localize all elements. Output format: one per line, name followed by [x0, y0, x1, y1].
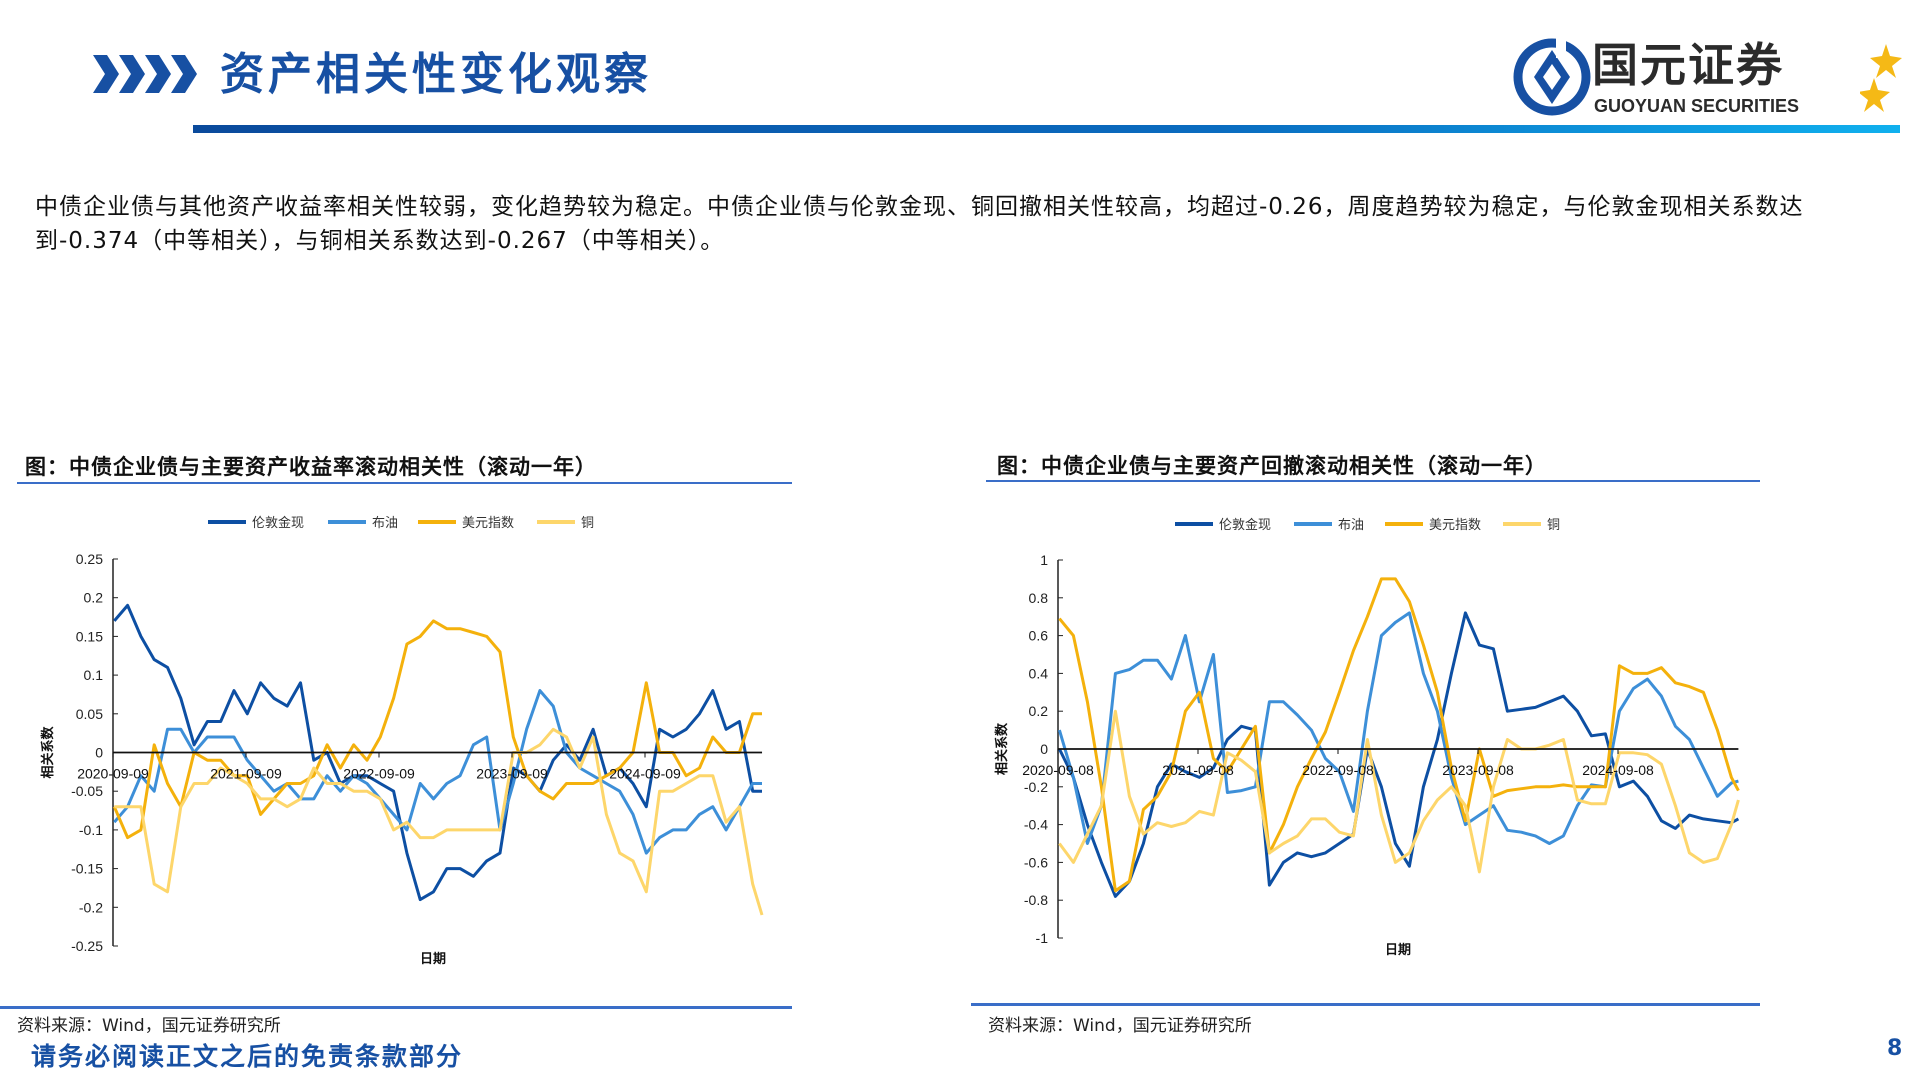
summary-paragraph: 中债企业债与其他资产收益率相关性较弱，变化趋势较为稳定。中债企业债与伦敦金现、铜… — [35, 194, 1804, 254]
legend-label: 美元指数 — [462, 515, 514, 530]
section-arrows-icon — [93, 55, 197, 93]
logo-chinese-name: 国元证券 — [1592, 38, 1784, 92]
logo-star-icon — [1860, 44, 1902, 112]
header-gradient-bar — [193, 125, 1900, 133]
x-tick-label: 2023-09-08 — [1442, 762, 1514, 778]
x-tick-label: 2022-09-09 — [343, 766, 415, 782]
y-tick-label: 0.1 — [84, 667, 104, 683]
disclaimer-text: 请务必阅读正文之后的免责条款部分 — [31, 1042, 464, 1071]
y-tick-label: -0.1 — [79, 822, 103, 838]
legend-label: 伦敦金现 — [1219, 517, 1271, 532]
legend-label: 布油 — [372, 515, 398, 530]
x-tick-label: 2020-09-09 — [77, 766, 149, 782]
y-tick-label: -0.15 — [71, 861, 103, 877]
x-tick-label: 2024-09-09 — [609, 766, 681, 782]
y-tick-label: 0.4 — [1029, 665, 1049, 681]
y-tick-label: 1 — [1040, 552, 1048, 568]
y-tick-label: -0.2 — [79, 899, 103, 915]
series-line-美元指数 — [112, 619, 762, 840]
chart-bottom-rule — [971, 1003, 1760, 1006]
y-tick-label: -1 — [1036, 930, 1049, 946]
chart-title-underline — [17, 482, 792, 484]
x-tick-label: 2022-09-08 — [1302, 762, 1374, 778]
legend-label: 铜 — [581, 515, 594, 530]
series-line-美元指数 — [1058, 577, 1740, 893]
y-tick-label: 0.15 — [76, 628, 103, 644]
x-tick-label: 2023-09-09 — [476, 766, 548, 782]
y-tick-label: -0.05 — [71, 783, 103, 799]
x-tick-label: 2024-09-08 — [1582, 762, 1654, 778]
y-tick-label: -0.25 — [71, 938, 103, 954]
source-note: 资料来源：Wind，国元证券研究所 — [988, 1016, 1252, 1036]
chart-title-underline — [986, 480, 1760, 482]
y-tick-label: 0.25 — [76, 551, 103, 567]
y-tick-label: 0.05 — [76, 706, 103, 722]
y-tick-label: 0.2 — [1029, 703, 1049, 719]
source-note: 资料来源：Wind，国元证券研究所 — [17, 1016, 281, 1036]
page-number: 8 — [1887, 1036, 1903, 1061]
returns-correlation-chart: 伦敦金现 布油 美元指数 铜 0.25 0.2 0.15 0.1 0.05 0 -0.05 -0.1 -… — [40, 515, 764, 966]
y-tick-label: 0.8 — [1029, 590, 1049, 606]
legend-label: 伦敦金现 — [252, 515, 304, 530]
legend-label: 美元指数 — [1429, 517, 1481, 532]
y-tick-label: -0.2 — [1024, 779, 1048, 795]
logo-english-name: GUOYUAN SECURITIES — [1594, 96, 1800, 116]
x-tick-label: 2021-09-08 — [1162, 762, 1234, 778]
series-line-布油 — [113, 689, 762, 855]
y-axis-label: 相关系数 — [994, 722, 1009, 775]
page-title: 资产相关性变化观察 — [220, 49, 652, 100]
y-tick-label: -0.6 — [1024, 854, 1048, 870]
chart-title-drawdown: 图：中债企业债与主要资产回撤滚动相关性（滚动一年） — [997, 454, 1547, 478]
y-tick-label: 0 — [95, 745, 103, 761]
y-tick-label: 0.6 — [1029, 628, 1049, 644]
x-tick-label: 2020-09-08 — [1022, 762, 1094, 778]
chart-title-returns: 图：中债企业债与主要资产收益率滚动相关性（滚动一年） — [25, 455, 597, 479]
drawdown-correlation-chart: 伦敦金现 布油 美元指数 铜 1 0.8 0.6 0.4 0.2 0 -0.2 -0.4 -0.6 -0.… — [994, 517, 1740, 957]
x-axis-label: 日期 — [1385, 942, 1411, 957]
series-line-铜 — [114, 727, 764, 916]
company-logo — [1512, 36, 1902, 118]
x-axis-label: 日期 — [420, 951, 446, 966]
y-tick-label: -0.8 — [1024, 892, 1048, 908]
legend-label: 布油 — [1338, 517, 1364, 532]
y-tick-label: -0.4 — [1024, 817, 1048, 833]
y-axis-label: 相关系数 — [40, 726, 55, 779]
series-line-布油 — [1057, 611, 1739, 845]
x-tick-label: 2021-09-09 — [210, 766, 282, 782]
legend-label: 铜 — [1547, 517, 1560, 532]
chart-bottom-rule — [0, 1006, 792, 1009]
y-tick-label: 0.2 — [84, 590, 104, 606]
y-tick-label: 0 — [1040, 741, 1048, 757]
series-line-铜 — [1058, 709, 1740, 874]
logo-emblem-icon — [1513, 38, 1591, 116]
